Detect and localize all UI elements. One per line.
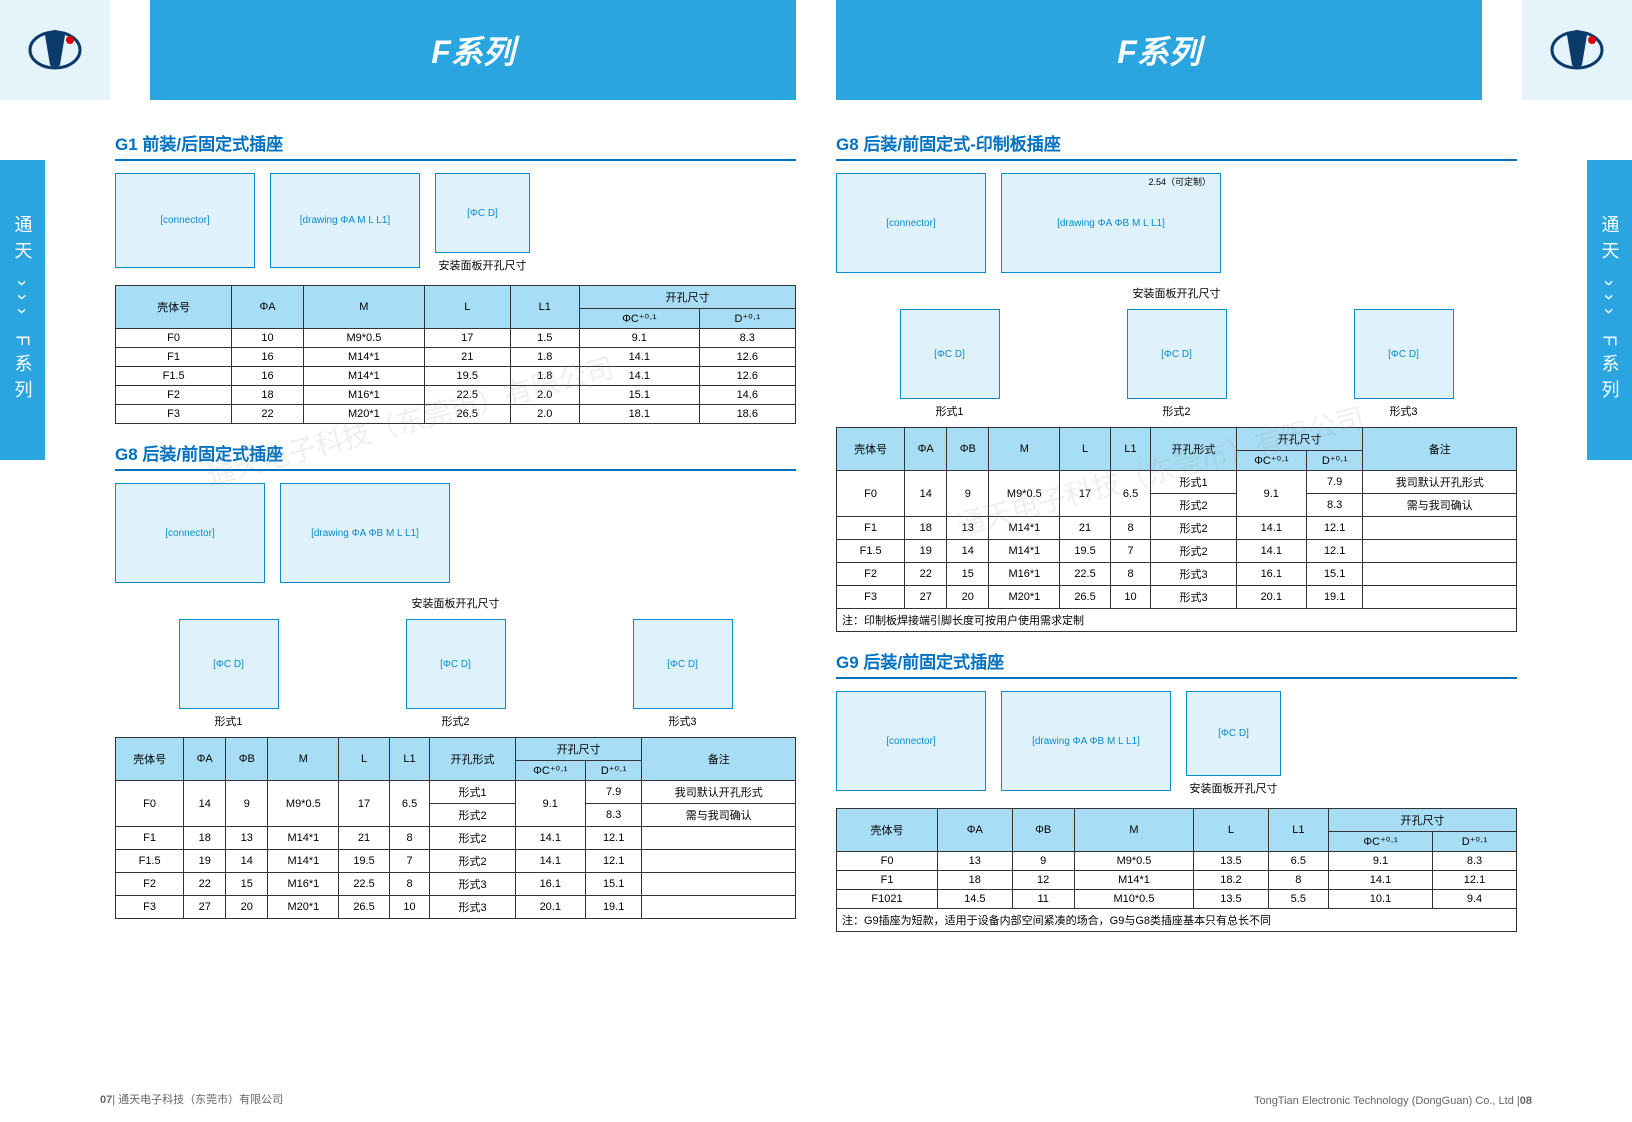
g8a-shapes: [ΦC D]形式1 [ΦC D]形式2 [ΦC D]形式3 (115, 619, 796, 729)
logo-right (1522, 0, 1632, 100)
g8a-drawing: [drawing ΦA ΦB M L L1] (280, 483, 450, 583)
g8b-photo: [connector] (836, 173, 986, 273)
g9-note: 注：G9插座为短款，适用于设备内部空间紧凑的场合，G9与G8类插座基本只有总长不… (837, 909, 1517, 932)
table-row: F1.51914M14*119.57形式214.112.1 (116, 850, 796, 873)
g1-section: G1 前装/后固定式插座 [connector] [drawing ΦA M L… (115, 130, 796, 424)
table-row: F322M20*126.52.018.118.6 (116, 405, 796, 424)
g9-title: G9 后装/前固定式插座 (836, 648, 1517, 679)
g1-drawing: [drawing ΦA M L L1] (270, 173, 420, 268)
series-title-left: F系列 (150, 0, 796, 100)
g1-title: G1 前装/后固定式插座 (115, 130, 796, 161)
g8b-title: G8 后装/前固定式-印制板插座 (836, 130, 1517, 161)
g9-section: G9 后装/前固定式插座 [connector] [drawing ΦA ΦB … (836, 648, 1517, 932)
g1-photo: [connector] (115, 173, 255, 268)
footer-left: 07| 通天电子科技（东莞市）有限公司 (100, 1091, 283, 1107)
g8a-title: G8 后装/前固定式插座 (115, 440, 796, 471)
g8b-pitch: 2.54（可定制） (1148, 175, 1211, 188)
g8b-drawing: [drawing ΦA ΦB M L L1] (1001, 173, 1221, 273)
main-content: 通天 ››› F系列 G1 前装/后固定式插座 [connector] [dra… (0, 100, 1632, 978)
table-row: F11813M14*1218形式214.112.1 (116, 827, 796, 850)
g8a-photo: [connector] (115, 483, 265, 583)
side-tab-left: 通天 ››› F系列 (0, 160, 45, 460)
g8b-shapes: [ΦC D]形式1 [ΦC D]形式2 [ΦC D]形式3 (836, 309, 1517, 419)
table-row: F010M9*0.5171.59.18.3 (116, 329, 796, 348)
g1-panel-hole: [ΦC D] (435, 173, 530, 253)
footer-right: TongTian Electronic Technology (DongGuan… (1254, 1095, 1532, 1107)
g9-drawing: [drawing ΦA ΦB M L L1] (1001, 691, 1171, 791)
page-header: F系列 F系列 (0, 0, 1632, 100)
g8b-table: 壳体号ΦAΦBMLL1开孔形式开孔尺寸备注 ΦC⁺⁰·¹D⁺⁰·¹ F0149M… (836, 427, 1517, 632)
right-column: G8 后装/前固定式-印制板插座 [connector] 2.54（可定制） [… (816, 130, 1537, 948)
logo-left (0, 0, 110, 100)
g8b-panel-label: 安装面板开孔尺寸 (836, 285, 1517, 301)
g8b-section: G8 后装/前固定式-印制板插座 [connector] 2.54（可定制） [… (836, 130, 1517, 632)
g1-table: 壳体号ΦAMLL1开孔尺寸 ΦC⁺⁰·¹D⁺⁰·¹ F010M9*0.5171.… (115, 285, 796, 424)
table-row: F11813M14*1218形式214.112.1 (837, 517, 1517, 540)
g8b-shape1: [ΦC D] (900, 309, 1000, 399)
g8b-shape2: [ΦC D] (1127, 309, 1227, 399)
table-row: F102114.511M10*0.513.55.510.19.4 (837, 890, 1517, 909)
g8a-shape2: [ΦC D] (406, 619, 506, 709)
table-row: F22215M16*122.58形式316.115.1 (837, 563, 1517, 586)
table-row: F1.51914M14*119.57形式214.112.1 (837, 540, 1517, 563)
series-title-right: F系列 (836, 0, 1482, 100)
g1-panel-label: 安装面板开孔尺寸 (435, 257, 530, 273)
table-row: F32720M20*126.510形式320.119.1 (116, 896, 796, 919)
g9-photo: [connector] (836, 691, 986, 791)
g8a-panel-label: 安装面板开孔尺寸 (115, 595, 796, 611)
g8b-note: 注：印制板焊接端引脚长度可按用户使用需求定制 (837, 609, 1517, 632)
table-row: F116M14*1211.814.112.6 (116, 348, 796, 367)
g8b-shape3: [ΦC D] (1354, 309, 1454, 399)
g9-panel-label: 安装面板开孔尺寸 (1186, 780, 1281, 796)
g8a-table: 壳体号ΦAΦBMLL1开孔形式开孔尺寸备注 ΦC⁺⁰·¹D⁺⁰·¹ F0149M… (115, 737, 796, 919)
table-row: F0149M9*0.5176.5形式19.17.9我司默认开孔形式 (116, 781, 796, 804)
table-row: F0139M9*0.513.56.59.18.3 (837, 852, 1517, 871)
table-row: F0149M9*0.5176.5形式19.17.9我司默认开孔形式 (837, 471, 1517, 494)
side-tab-right: 通天 ››› F系列 (1587, 160, 1632, 460)
g8a-section: G8 后装/前固定式插座 [connector] [drawing ΦA ΦB … (115, 440, 796, 919)
table-row: F22215M16*122.58形式316.115.1 (116, 873, 796, 896)
g9-panel-hole: [ΦC D] (1186, 691, 1281, 776)
table-row: F1.516M14*119.51.814.112.6 (116, 367, 796, 386)
g8a-shape3: [ΦC D] (633, 619, 733, 709)
g8a-shape1: [ΦC D] (179, 619, 279, 709)
g9-table: 壳体号ΦAΦBMLL1开孔尺寸 ΦC⁺⁰·¹D⁺⁰·¹ F0139M9*0.51… (836, 808, 1517, 932)
left-column: G1 前装/后固定式插座 [connector] [drawing ΦA M L… (95, 130, 816, 948)
table-row: F32720M20*126.510形式320.119.1 (837, 586, 1517, 609)
table-row: F11812M14*118.2814.112.1 (837, 871, 1517, 890)
table-row: F218M16*122.52.015.114.6 (116, 386, 796, 405)
